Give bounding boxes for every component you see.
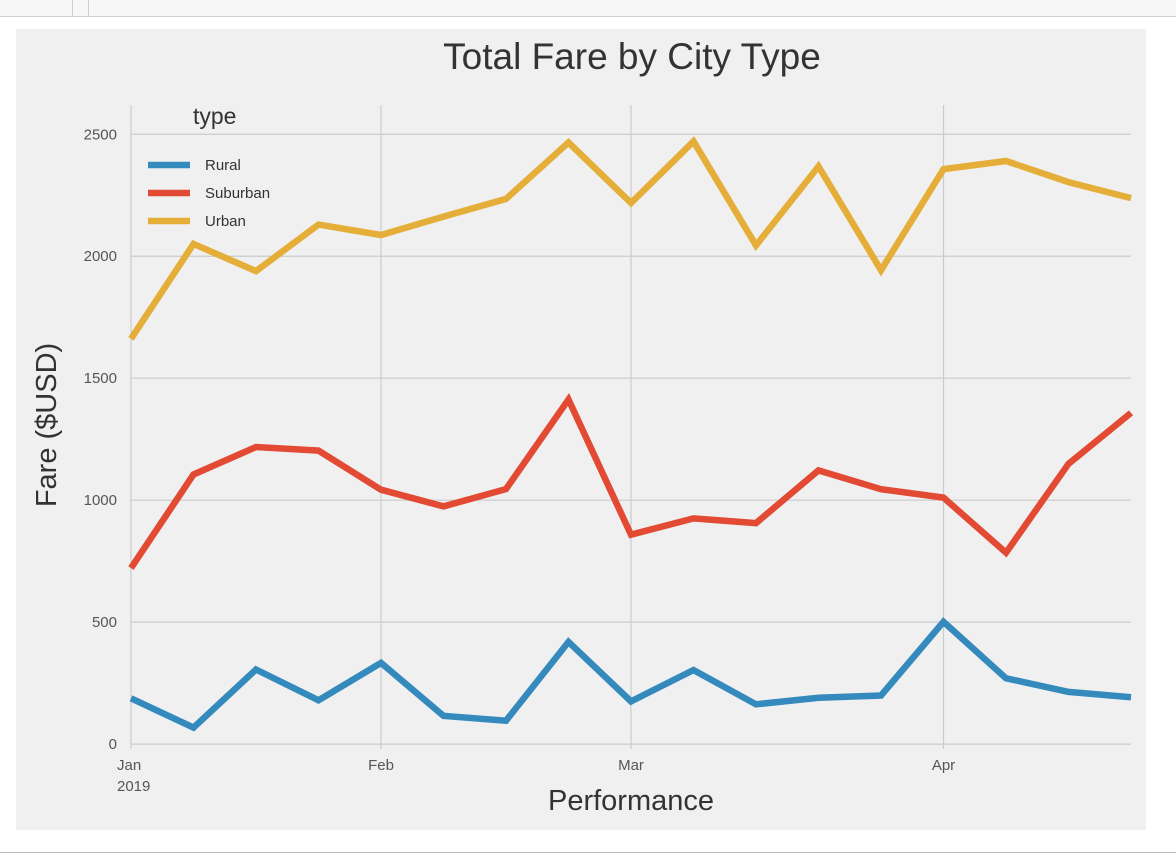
y-tick-label: 1500 (84, 370, 117, 387)
cell-divider (0, 852, 1176, 853)
legend-label: Urban (205, 213, 246, 230)
y-tick-label: 2000 (84, 248, 117, 265)
series-line-urban (128, 136, 1132, 341)
previous-code-cell (0, 0, 1176, 17)
y-axis-label: Fare ($USD) (31, 343, 63, 507)
line-chart: 0 500 1000 1500 2000 2500 Jan 2019 Feb Mar Apr To… (16, 29, 1146, 830)
code-editor[interactable] (88, 0, 1159, 16)
y-tick-label: 0 (109, 736, 117, 753)
cell-output: 0 500 1000 1500 2000 2500 Jan 2019 Feb Mar Apr To… (0, 17, 1176, 852)
legend-label: Suburban (205, 185, 270, 202)
x-tick-label: Feb (368, 757, 394, 774)
x-tick-labels: Jan 2019 Feb Mar Apr (117, 757, 955, 795)
legend-entries: Rural Suburban Urban (148, 157, 270, 230)
gridlines (130, 105, 1131, 749)
x-tick-sublabel: 2019 (117, 778, 150, 795)
x-tick-label: Mar (618, 757, 644, 774)
legend-label: Rural (205, 157, 241, 174)
y-tick-label: 1000 (84, 492, 117, 509)
legend-title: type (193, 103, 236, 129)
legend: type Rural Suburban Urban (148, 103, 270, 230)
series-lines (128, 136, 1134, 732)
y-tick-labels: 0 500 1000 1500 2000 2500 (84, 126, 117, 753)
y-tick-label: 2500 (84, 126, 117, 143)
x-tick-label: Apr (932, 757, 955, 774)
chart-title: Total Fare by City Type (443, 36, 821, 77)
x-axis-label: Performance (548, 785, 714, 817)
input-prompt (0, 0, 73, 16)
x-tick-label: Jan (117, 757, 141, 774)
y-tick-label: 500 (92, 614, 117, 631)
